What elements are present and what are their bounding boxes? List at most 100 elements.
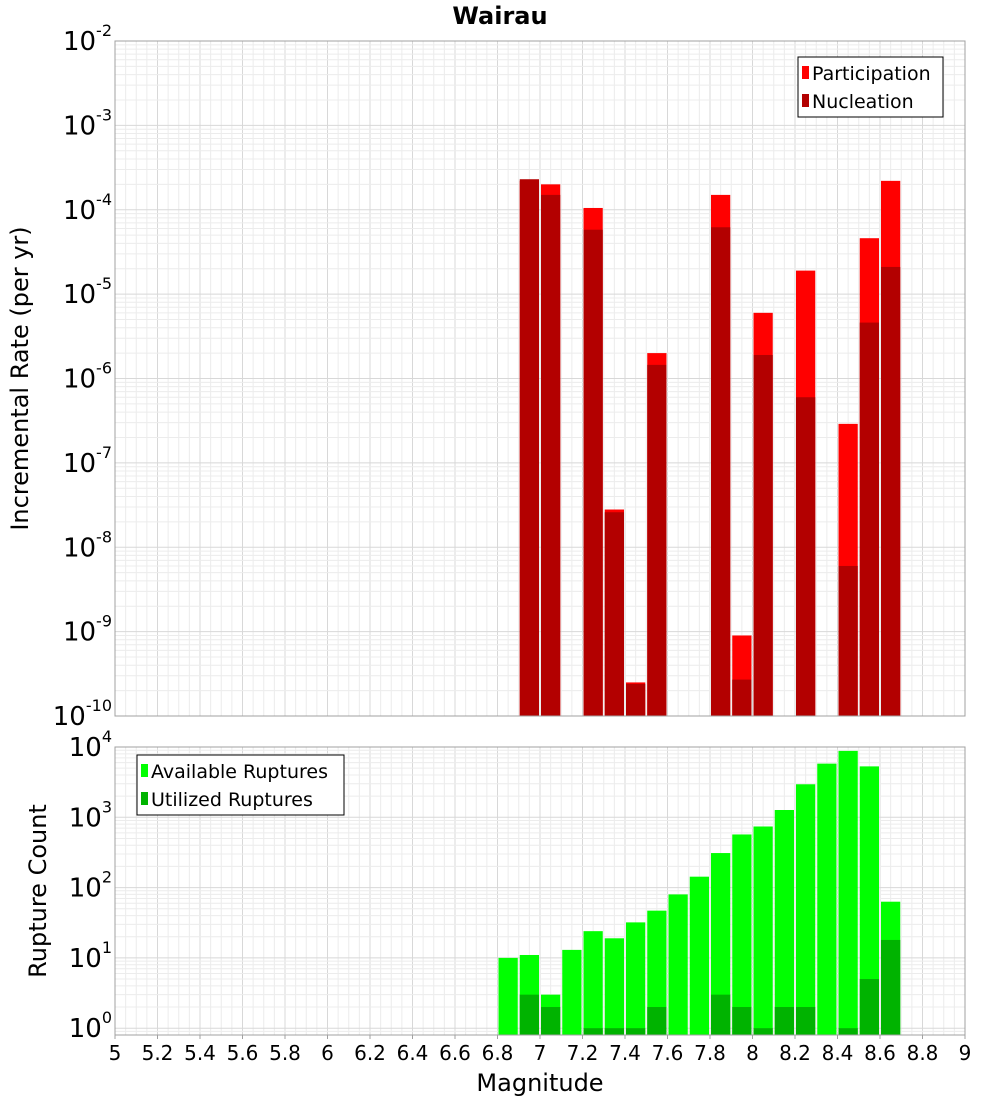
y-tick-label: 10-4 (63, 190, 112, 226)
y-tick-label: 104 (69, 727, 112, 763)
legend: Participation Nucleation (797, 56, 944, 118)
bar-utilized-ruptures (838, 1028, 858, 1035)
y-tick-base: 10 (63, 27, 96, 57)
bar-available-ruptures (774, 809, 794, 1035)
y-tick-exponent: -5 (96, 274, 112, 293)
x-tick-label: 8 (746, 1041, 759, 1065)
y-tick-exponent: 1 (102, 938, 112, 957)
bar-nucleation (541, 194, 561, 716)
x-tick-label: 8.6 (864, 1041, 896, 1065)
bars (519, 179, 901, 717)
y-tick-base: 10 (69, 803, 102, 833)
legend-box (797, 56, 944, 118)
legend-swatch (802, 66, 809, 79)
x-tick-label: 7.2 (567, 1041, 599, 1065)
x-tick-label: 7.8 (694, 1041, 726, 1065)
bar-nucleation (711, 227, 731, 716)
y-tick-base: 10 (63, 280, 96, 310)
bar-available-ruptures (732, 834, 752, 1035)
bar-available-ruptures (626, 922, 646, 1035)
legend: Available Ruptures Utilized Ruptures (136, 754, 345, 816)
x-tick-label: 6.6 (439, 1041, 471, 1065)
x-tick-label: 6.8 (482, 1041, 514, 1065)
y-tick-base: 10 (63, 618, 96, 648)
bar-available-ruptures (859, 766, 879, 1035)
bar-nucleation (838, 565, 858, 716)
bar-available-ruptures (647, 910, 667, 1035)
bar-available-ruptures (838, 750, 858, 1035)
bar-utilized-ruptures (647, 1007, 667, 1035)
y-tick-base: 10 (69, 733, 102, 763)
x-tick-label: 7.6 (652, 1041, 684, 1065)
bar-nucleation (796, 397, 816, 716)
y-tick-exponent: -7 (96, 443, 112, 462)
y-tick-label: 101 (69, 938, 112, 974)
y-tick-label: 10-6 (63, 359, 112, 395)
bar-nucleation (583, 229, 603, 717)
bar-available-ruptures (604, 938, 624, 1035)
bars (498, 750, 901, 1035)
bar-utilized-ruptures (753, 1028, 773, 1035)
y-tick-label: 10-7 (63, 443, 112, 479)
bar-utilized-ruptures (859, 979, 879, 1035)
grid (114, 40, 966, 717)
x-tick-label: 6.2 (354, 1041, 386, 1065)
bar-available-ruptures (817, 763, 837, 1035)
y-tick-exponent: 4 (102, 727, 112, 746)
y-tick-base: 10 (53, 702, 86, 732)
y-tick-base: 10 (69, 1014, 102, 1044)
x-tick-label: 7.4 (609, 1041, 641, 1065)
bar-available-ruptures (668, 894, 688, 1035)
y-tick-base: 10 (69, 874, 102, 904)
x-axis-label: Magnitude (476, 1069, 603, 1097)
y-tick-base: 10 (63, 196, 96, 226)
bar-nucleation (519, 179, 539, 716)
y-tick-label: 10-8 (63, 527, 112, 563)
legend-box (136, 754, 345, 816)
y-tick-base: 10 (63, 449, 96, 479)
bar-utilized-ruptures (604, 1028, 624, 1035)
y-tick-label: 10-10 (53, 696, 112, 732)
y-tick-exponent: -6 (96, 359, 112, 378)
x-tick-label: 9 (959, 1041, 972, 1065)
bar-utilized-ruptures (519, 994, 539, 1035)
x-tick-label: 6 (321, 1041, 334, 1065)
y-tick-exponent: -4 (96, 190, 112, 209)
y-tick-label: 100 (69, 1008, 112, 1044)
x-tick-label: 5.6 (227, 1041, 259, 1065)
legend-label: Participation (812, 63, 931, 85)
bar-nucleation (732, 679, 752, 716)
y-tick-label: 103 (69, 797, 112, 833)
legend-swatch (802, 94, 809, 107)
bar-utilized-ruptures (583, 1028, 603, 1035)
legend-swatch (141, 764, 148, 777)
x-tick-label: 6.4 (397, 1041, 429, 1065)
y-tick-exponent: 3 (102, 797, 112, 816)
y-tick-base: 10 (63, 365, 96, 395)
bar-available-ruptures (796, 784, 816, 1035)
legend-label: Available Ruptures (151, 761, 328, 783)
bar-available-ruptures (583, 931, 603, 1035)
x-tick-label: 5.8 (269, 1041, 301, 1065)
bar-utilized-ruptures (881, 939, 901, 1035)
y-tick-exponent: -9 (96, 612, 112, 631)
y-tick-exponent: 2 (102, 868, 112, 887)
legend-swatch (141, 792, 148, 805)
x-tick-label: 8.2 (779, 1041, 811, 1065)
chart-title: Wairau (452, 2, 547, 30)
x-tick-label: 8.8 (907, 1041, 939, 1065)
bar-utilized-ruptures (711, 994, 731, 1035)
y-tick-label: 10-5 (63, 274, 112, 310)
bar-utilized-ruptures (732, 1007, 752, 1035)
bar-nucleation (626, 683, 646, 716)
bar-nucleation (604, 512, 624, 716)
bar-utilized-ruptures (796, 1007, 816, 1035)
y-tick-label: 10-3 (63, 105, 112, 141)
x-tick-label: 7 (534, 1041, 547, 1065)
y-tick-exponent: -2 (96, 21, 112, 40)
y-tick-exponent: -8 (96, 527, 112, 546)
y-tick-base: 10 (69, 944, 102, 974)
y-axis-label: Rupture Count (24, 804, 52, 978)
x-tick-label: 8.4 (822, 1041, 854, 1065)
